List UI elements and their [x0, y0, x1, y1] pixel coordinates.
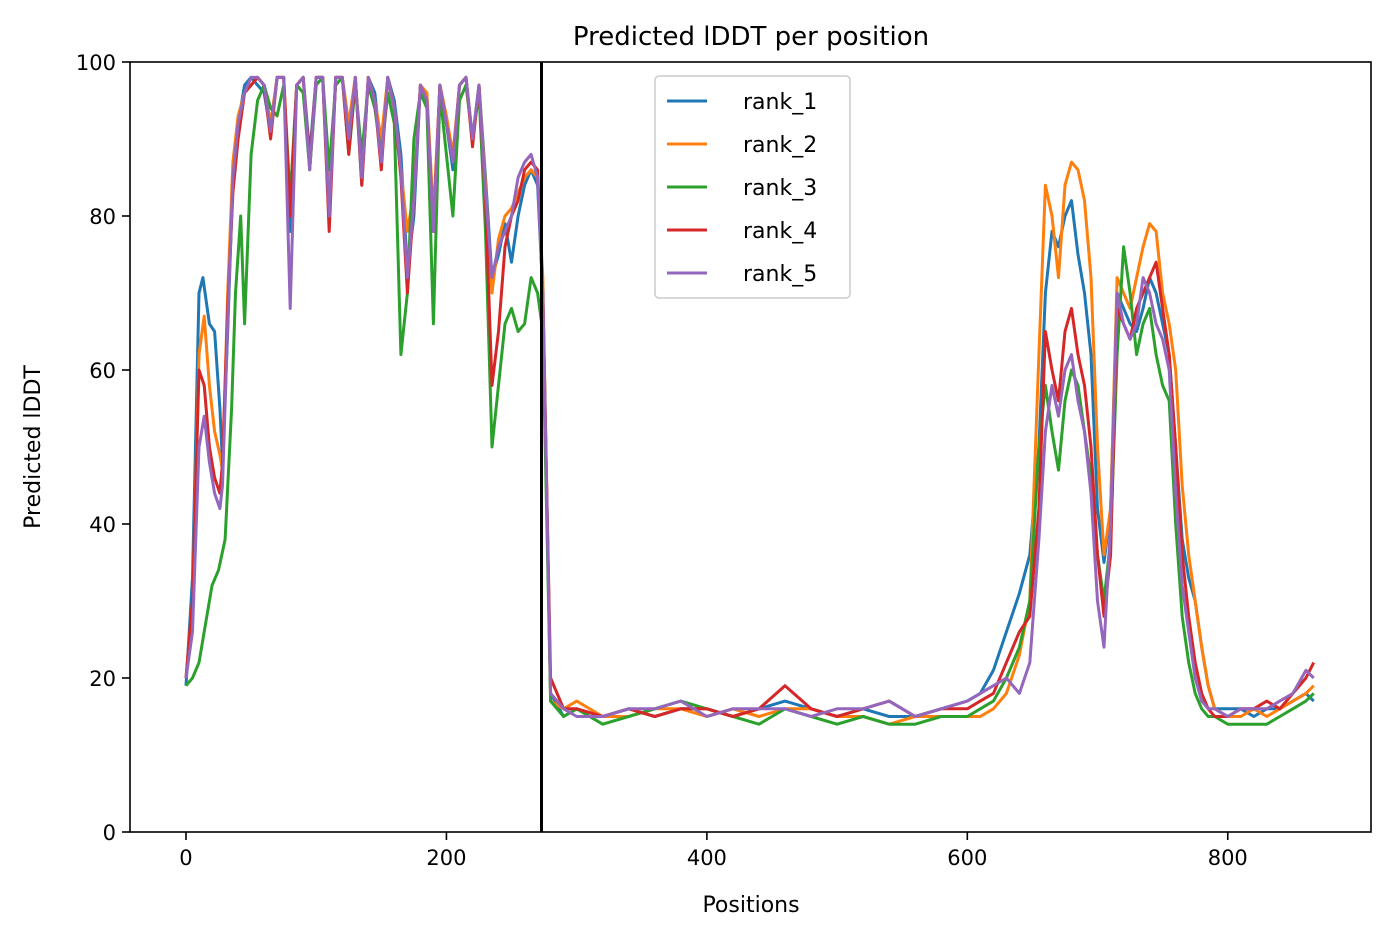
- x-tick-label: 200: [426, 846, 466, 870]
- series-line-rank_5: [184, 75, 1315, 718]
- y-tick-label: 100: [76, 51, 116, 75]
- y-tick-label: 80: [89, 205, 116, 229]
- legend: rank_1 rank_2 rank_3 rank_4 rank_5: [654, 75, 851, 299]
- y-tick-label: 60: [89, 359, 116, 383]
- legend-box: [654, 75, 851, 299]
- plot-frame: [129, 61, 1372, 833]
- ticks-layer: 0 200 400 600 800 0 20 40 60 80 100: [76, 51, 1248, 870]
- legend-label-rank_4: rank_4: [743, 219, 817, 244]
- y-tick-label: 20: [89, 667, 116, 691]
- y-tick-label: 40: [89, 513, 116, 537]
- legend-label-rank_2: rank_2: [743, 133, 817, 158]
- legend-label-rank_5: rank_5: [743, 262, 817, 287]
- y-tick-label: 0: [103, 821, 116, 845]
- x-tick-label: 0: [179, 846, 192, 870]
- x-axis-title: Positions: [702, 893, 799, 918]
- legend-label-rank_3: rank_3: [743, 176, 817, 201]
- chart-title: Predicted lDDT per position: [573, 22, 929, 52]
- x-tick-label: 400: [687, 846, 727, 870]
- y-axis-title: Predicted lDDT: [21, 365, 46, 529]
- series-layer: [184, 75, 1316, 726]
- legend-label-rank_1: rank_1: [743, 90, 817, 115]
- x-tick-label: 600: [947, 846, 987, 870]
- x-tick-label: 800: [1208, 846, 1248, 870]
